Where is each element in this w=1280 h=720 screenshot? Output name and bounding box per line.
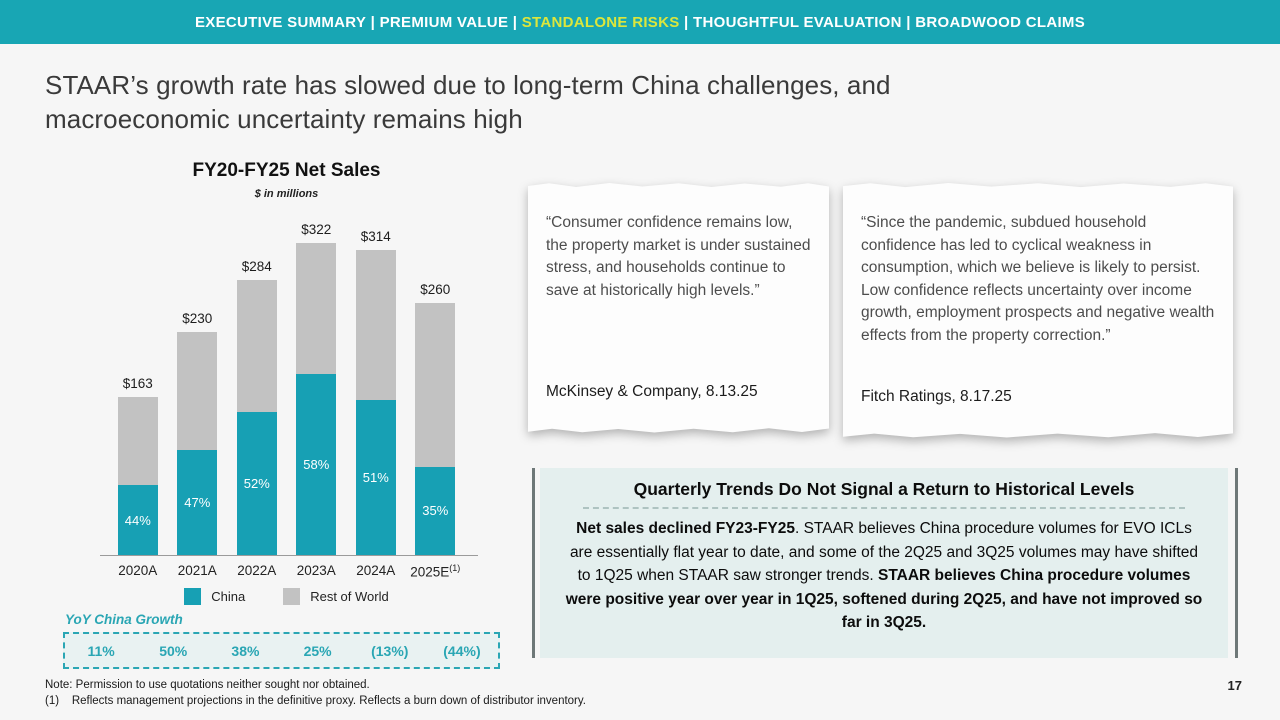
bar-segment-china: 51%: [355, 399, 396, 555]
callout-heading: Quarterly Trends Do Not Signal a Return …: [633, 479, 1135, 499]
quote-attribution: Fitch Ratings, 8.17.25: [861, 388, 1012, 405]
bar-2024A: $314 51%: [346, 210, 406, 555]
quarterly-trends-callout: Quarterly Trends Do Not Signal a Return …: [540, 468, 1228, 658]
bar-segment-china: 58%: [296, 373, 337, 555]
bar-segment-china: 52%: [236, 411, 277, 555]
bar-segment-rest-of-world: [355, 250, 396, 400]
x-axis-label: 2022A: [237, 563, 277, 578]
chart-legend: China Rest of World: [108, 588, 465, 605]
china-percent-label: 51%: [362, 469, 389, 485]
page-number: 17: [1227, 678, 1242, 693]
callout-body: Net sales declined FY23-FY25. STAAR beli…: [564, 517, 1204, 635]
x-axis-label: 2025E(1): [410, 563, 461, 580]
x-axis-label: 2024A: [356, 563, 396, 578]
page-title-line-2: macroeconomic uncertainty remains high: [45, 104, 523, 134]
banner-item: BROADWOOD CLAIMS: [915, 13, 1086, 31]
china-percent-label: 58%: [303, 456, 330, 472]
bar-segment-rest-of-world: [177, 331, 218, 451]
footnote-note: Note: Permission to use quotations neith…: [45, 679, 370, 691]
torn-paper: “Since the pandemic, subdued household c…: [843, 183, 1233, 438]
bar-total-label: $260: [420, 281, 451, 297]
bar-stack: 51%: [355, 250, 396, 555]
china-percent-label: 35%: [422, 503, 449, 519]
x-axis-label: 2021A: [177, 563, 217, 578]
bar-stack: 44%: [117, 396, 158, 555]
x-axis-label: 2023A: [296, 563, 336, 578]
quote-card-mckinsey: “Consumer confidence remains low, the pr…: [528, 182, 829, 433]
bar-2023A: $322 58%: [287, 210, 347, 555]
china-percent-label: 47%: [184, 495, 211, 511]
china-percent-label: 44%: [124, 512, 151, 528]
quote-text: “Since the pandemic, subdued household c…: [861, 214, 1215, 344]
x-axis-label: 2020A: [118, 563, 158, 578]
x-axis-labels: 2020A 2021A 2022A 2023A 2024A 2025E(1): [108, 563, 465, 580]
bar-2020A: $163 44%: [108, 210, 168, 555]
bar-segment-china: 47%: [177, 450, 218, 555]
footnote-marker: (1): [449, 563, 461, 573]
page-title: STAAR’s growth rate has slowed due to lo…: [45, 68, 1125, 136]
banner-item: EXECUTIVE SUMMARY: [194, 13, 367, 31]
legend-label-china: China: [211, 589, 246, 604]
callout-body-segment: Net sales declined FY23-FY25: [576, 520, 795, 537]
footnote-1: (1) Reflects management projections in t…: [45, 695, 586, 707]
x-axis-line: [100, 555, 478, 556]
yoy-value-2025: (44%): [443, 642, 481, 659]
bar-segment-rest-of-world: [415, 302, 456, 467]
bar-stack: 58%: [296, 242, 337, 555]
bar-segment-rest-of-world: [236, 279, 277, 412]
callout-right-rule: [1235, 468, 1238, 658]
torn-paper: “Consumer confidence remains low, the pr…: [528, 183, 829, 433]
chart-title: FY20-FY25 Net Sales: [192, 160, 381, 181]
quote-card-fitch: “Since the pandemic, subdued household c…: [843, 182, 1233, 438]
bar-2021A: $230 47%: [168, 210, 228, 555]
bar-segment-rest-of-world: [117, 396, 158, 486]
bar-2025E: $260 35%: [406, 210, 466, 555]
bar-segment-rest-of-world: [296, 242, 337, 374]
bar-2022A: $284 52%: [227, 210, 287, 555]
legend-label-rest-of-world: Rest of World: [310, 589, 389, 604]
yoy-value-2024: (13%): [371, 642, 409, 659]
yoy-value-2020: 11%: [87, 642, 115, 659]
chart-plot: $163 44% $230 47% $284 52% $322 58% $314 51% $260 3…: [108, 210, 465, 555]
chart-subtitle: $ in millions: [254, 188, 319, 200]
bar-stack: 52%: [236, 279, 277, 555]
yoy-china-growth-label: YoY China Growth: [65, 612, 183, 627]
bar-stack: 35%: [415, 302, 456, 555]
legend-swatch-rest-of-world: [283, 588, 301, 605]
page-title-line-1: STAAR’s growth rate has slowed due to lo…: [45, 70, 891, 100]
bar-total-label: $163: [122, 375, 153, 391]
banner-item: PREMIUM VALUE: [379, 13, 509, 31]
quote-text: “Consumer confidence remains low, the pr…: [546, 214, 811, 299]
bar-total-label: $322: [301, 221, 332, 237]
yoy-value-2021: 50%: [159, 642, 188, 659]
yoy-china-growth-box: 11% 50% 38% 25% (13%) (44%): [63, 632, 500, 669]
bar-total-label: $284: [241, 258, 272, 274]
legend-swatch-china: [184, 588, 202, 605]
callout-divider: [583, 507, 1185, 509]
banner-item: THOUGHTFUL EVALUATION: [693, 13, 902, 31]
bar-stack: 47%: [177, 331, 218, 555]
quote-attribution: McKinsey & Company, 8.13.25: [546, 383, 758, 400]
bar-segment-china: 44%: [117, 485, 158, 555]
callout-body-segment: STAAR believes China procedure volumes w…: [565, 567, 1203, 631]
bar-total-label: $230: [182, 310, 213, 326]
callout-body-segment: . STAAR believes China procedure volumes…: [569, 520, 1199, 584]
bar-segment-china: 35%: [415, 466, 456, 555]
banner: EXECUTIVE SUMMARY | PREMIUM VALUE | STAN…: [0, 0, 1280, 44]
bar-total-label: $314: [360, 229, 391, 245]
china-percent-label: 52%: [243, 475, 270, 491]
yoy-value-2022: 38%: [231, 642, 260, 659]
yoy-value-2023: 25%: [303, 642, 332, 659]
banner-item: STANDALONE RISKS: [521, 13, 680, 31]
callout-left-rule: [532, 468, 535, 658]
